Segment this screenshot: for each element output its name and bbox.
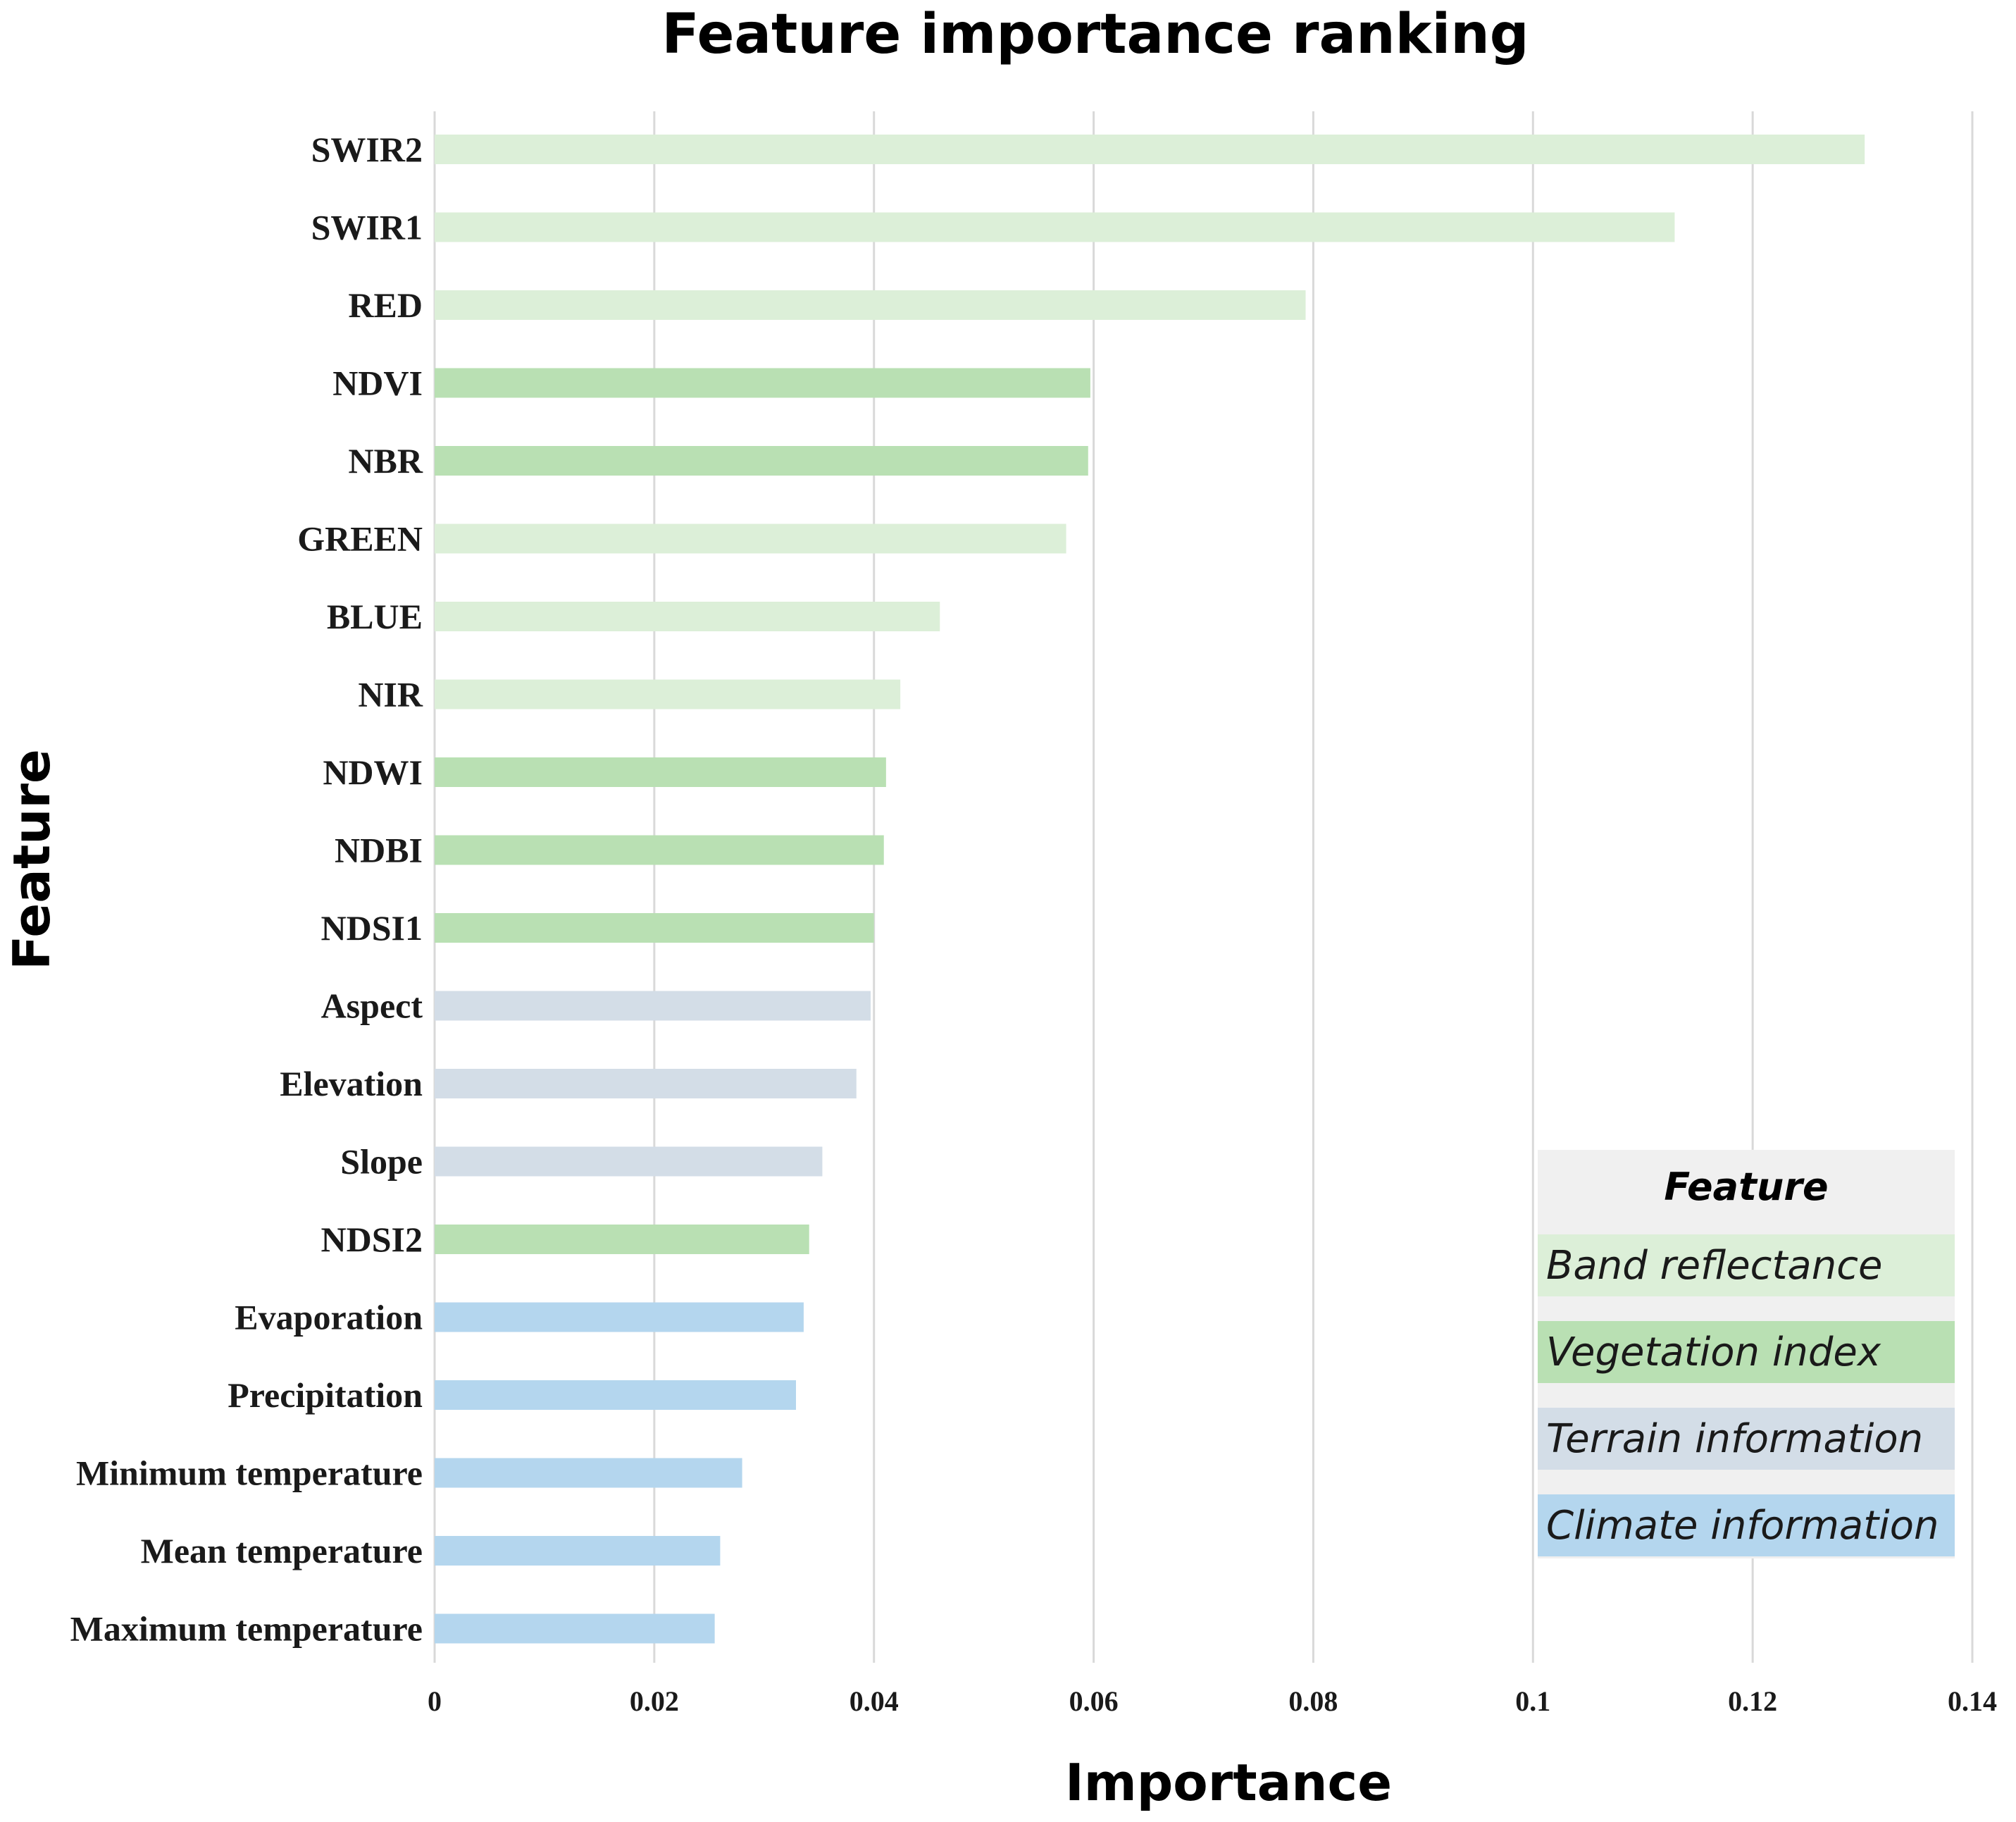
category-label: Aspect xyxy=(321,986,423,1026)
category-label: NBR xyxy=(348,441,423,481)
legend-swatch xyxy=(1538,1408,1955,1470)
category-label: Elevation xyxy=(280,1064,423,1103)
category-label: BLUE xyxy=(327,597,423,636)
x-tick-label: 0.06 xyxy=(1069,1685,1119,1717)
legend-swatch xyxy=(1538,1234,1955,1296)
category-label: SWIR1 xyxy=(311,208,423,247)
bar-ndwi xyxy=(435,757,886,787)
category-label: Maximum temperature xyxy=(70,1609,423,1649)
legend-label: Vegetation index xyxy=(1546,1330,1881,1375)
category-label: NIR xyxy=(358,675,423,714)
legend-label: Band reflectance xyxy=(1546,1243,1882,1289)
bar-ndsi2 xyxy=(435,1225,809,1254)
bar-elevation xyxy=(435,1069,857,1098)
legend-swatch xyxy=(1538,1494,1955,1556)
legend-label: Climate information xyxy=(1546,1503,1939,1549)
x-tick-label: 0.12 xyxy=(1728,1685,1777,1717)
bar-maximum-temperature xyxy=(435,1613,715,1644)
category-label: Slope xyxy=(340,1142,423,1182)
category-label: Minimum temperature xyxy=(76,1454,423,1493)
bar-slope xyxy=(435,1146,823,1177)
y-axis-title: Feature xyxy=(2,749,61,970)
legend-title: Feature xyxy=(1664,1165,1828,1209)
category-labels: SWIR2 SWIR1 RED NDVI NBR GREEN BLUE NIR NDWI NDBI… xyxy=(70,130,423,1649)
category-label: Mean temperature xyxy=(141,1531,423,1570)
x-axis-title: Importance xyxy=(1065,1753,1392,1812)
category-label: NDBI xyxy=(335,831,423,870)
x-tick-label: 0.02 xyxy=(630,1685,679,1717)
category-label: GREEN xyxy=(297,519,423,559)
category-label: NDWI xyxy=(323,752,423,792)
bar-aspect xyxy=(435,991,871,1021)
bar-green xyxy=(435,523,1066,554)
category-label: Precipitation xyxy=(228,1375,423,1415)
bar-swir1 xyxy=(435,212,1675,242)
category-label: NDSI1 xyxy=(321,908,423,948)
bar-mean-temperature xyxy=(435,1536,721,1566)
x-tick-label: 0.14 xyxy=(1948,1685,1997,1717)
bar-evaporation xyxy=(435,1302,804,1332)
bar-blue xyxy=(435,602,940,631)
category-label: RED xyxy=(348,285,423,325)
bar-minimum-temperature xyxy=(435,1458,742,1488)
x-tick-label: 0.04 xyxy=(850,1685,899,1717)
bar-ndsi1 xyxy=(435,913,874,943)
bar-precipitation xyxy=(435,1380,797,1410)
category-label: NDVI xyxy=(332,364,423,403)
chart-title: Feature importance ranking xyxy=(661,3,1529,66)
bar-nir xyxy=(435,679,901,709)
category-label: SWIR2 xyxy=(311,130,423,169)
legend-items: Band reflectance Vegetation index Terrain … xyxy=(1538,1234,1955,1556)
x-tick-labels: 0 0.02 0.04 0.06 0.08 0.1 0.12 0.14 xyxy=(428,1685,1997,1717)
x-tick-label: 0 xyxy=(428,1685,442,1717)
bar-ndbi xyxy=(435,835,884,865)
legend: Feature Band reflectance Vegetation index… xyxy=(1538,1150,1955,1558)
legend-swatch xyxy=(1538,1321,1955,1383)
legend-label: Terrain information xyxy=(1546,1416,1923,1462)
x-tick-label: 0.1 xyxy=(1515,1685,1550,1717)
bar-red xyxy=(435,290,1306,320)
x-tick-label: 0.08 xyxy=(1288,1685,1338,1717)
category-label: Evaporation xyxy=(235,1298,423,1337)
bar-nbr xyxy=(435,446,1088,476)
bars xyxy=(435,135,1865,1644)
category-label: NDSI2 xyxy=(321,1220,423,1259)
bar-swir2 xyxy=(435,135,1865,164)
bar-ndvi xyxy=(435,368,1090,398)
